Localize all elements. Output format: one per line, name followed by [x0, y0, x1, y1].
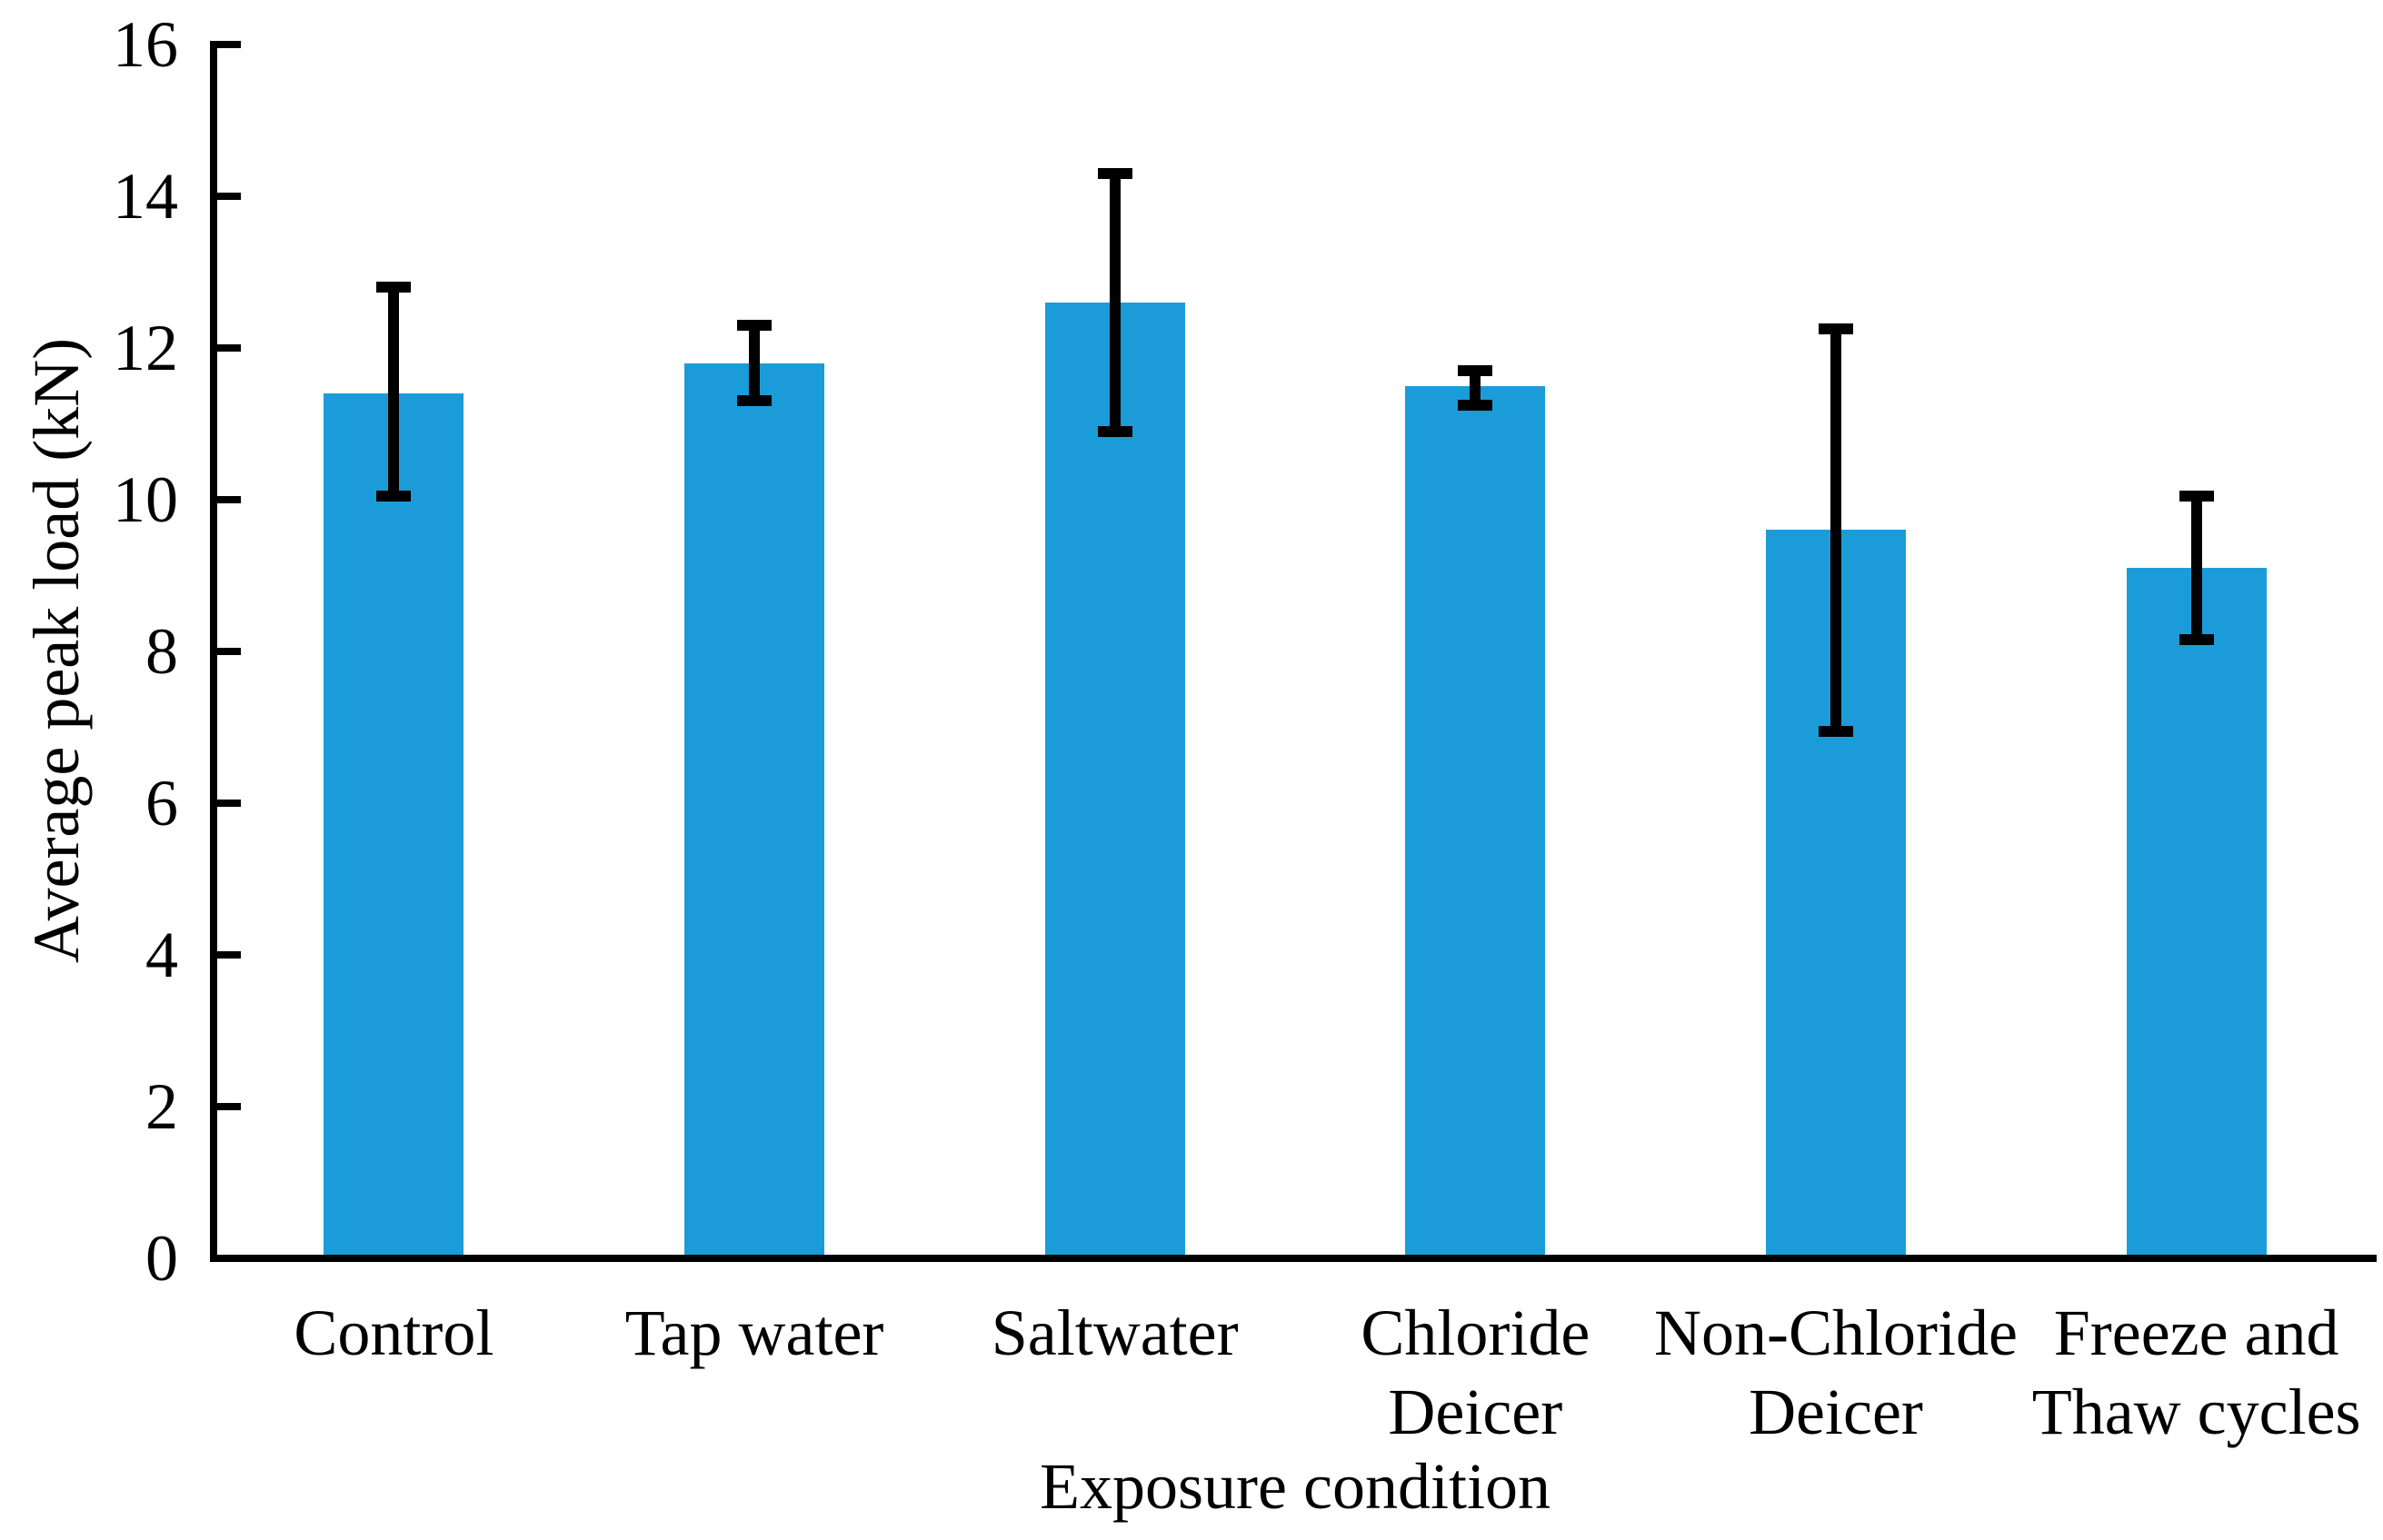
error-bar-line	[749, 324, 760, 402]
x-category-label-chloride-deicer: Chloride Deicer	[1361, 1297, 1590, 1449]
y-axis-tick-label: 2	[145, 1070, 178, 1143]
x-axis-line	[210, 1255, 2377, 1262]
y-axis-tick-label: 4	[145, 919, 178, 991]
y-axis-tick	[217, 951, 241, 959]
bar-control	[324, 393, 464, 1258]
y-axis-tick	[217, 800, 241, 807]
error-bar-line	[388, 287, 400, 496]
bar-tap-water	[684, 363, 824, 1258]
y-axis-tick-label: 12	[113, 312, 178, 384]
bar-freeze-and-thaw-cycles	[2126, 568, 2267, 1258]
y-axis-tick-label: 16	[113, 8, 178, 81]
y-axis-line	[210, 41, 217, 1262]
error-bar-line	[1109, 173, 1121, 432]
bar-chloride-deicer	[1405, 385, 1546, 1258]
error-bar-cap-top	[1819, 323, 1853, 335]
y-axis-tick-label: 14	[113, 160, 178, 233]
y-axis-tick-label: 0	[145, 1222, 178, 1295]
error-bar-cap-top	[737, 319, 772, 331]
error-bar-line	[1470, 371, 1481, 405]
x-category-label-control: Control	[294, 1297, 494, 1369]
error-bar-cap-top	[1097, 167, 1132, 179]
x-category-label-tap-water: Tap water	[624, 1297, 884, 1369]
x-axis-title: Exposure condition	[1040, 1450, 1550, 1523]
error-bar-cap-bottom	[2179, 634, 2214, 646]
error-bar-cap-bottom	[376, 490, 412, 502]
x-category-label-saltwater: Saltwater	[991, 1297, 1239, 1369]
y-axis-tick-label: 8	[145, 615, 178, 688]
error-bar-cap-top	[1458, 365, 1493, 377]
error-bar-cap-top	[376, 282, 412, 293]
y-axis-tick	[217, 1255, 241, 1262]
y-axis-tick	[217, 648, 241, 655]
y-axis-tick-label: 10	[113, 463, 178, 536]
x-category-label-non-chloride-deicer: Non-Chloride Deicer	[1654, 1297, 2018, 1449]
error-bar-cap-bottom	[1097, 425, 1132, 437]
y-axis-tick	[217, 1103, 241, 1110]
error-bar-cap-bottom	[1458, 399, 1493, 411]
error-bar-line	[1830, 329, 1841, 731]
x-category-label-freeze-and-thaw-cycles: Freeze and Thaw cycles	[2031, 1297, 2361, 1449]
error-bar-cap-top	[2179, 490, 2214, 502]
y-axis-tick-label: 6	[145, 767, 178, 840]
bar-saltwater	[1044, 302, 1185, 1258]
y-axis-tick	[217, 496, 241, 503]
y-axis-tick	[217, 193, 241, 200]
error-bar-line	[2190, 495, 2202, 641]
error-bar-cap-bottom	[737, 395, 772, 407]
error-bar-cap-bottom	[1819, 725, 1853, 737]
y-axis-tick	[217, 41, 241, 48]
y-axis-tick	[217, 344, 241, 352]
